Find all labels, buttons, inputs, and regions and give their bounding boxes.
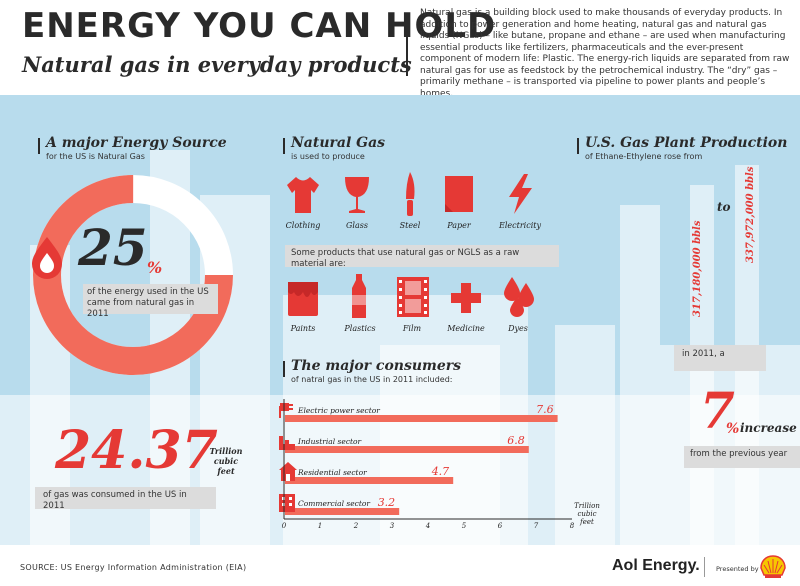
increase-word: increase xyxy=(740,421,797,435)
category-label: Industrial sector xyxy=(297,437,362,446)
footer: SOURCE: US Energy Information Administra… xyxy=(0,545,800,586)
plant-production-subheading: of Ethane-Ethylene rose from xyxy=(585,152,703,161)
skyline-block xyxy=(380,345,500,545)
energy-source-subheading: for the US is Natural Gas xyxy=(46,152,145,161)
bar-commercial-sector xyxy=(285,508,400,515)
footer-divider xyxy=(704,557,705,577)
x-tick-label: 0 xyxy=(282,522,287,530)
value-label: 6.8 xyxy=(507,434,525,447)
category-label: Electric power sector xyxy=(297,406,380,415)
produce-label-steel: Steel xyxy=(399,221,421,230)
bar-electric-power-sector xyxy=(285,415,558,422)
dye-drops-icon xyxy=(504,277,534,317)
production-to-word: to xyxy=(717,200,731,214)
consumed-unit: Trillion cubic feet xyxy=(209,446,243,476)
intro-text: Natural gas is a building block used to … xyxy=(420,8,790,99)
product-label-dyes: Dyes xyxy=(508,324,528,333)
plastic-bottle-icon xyxy=(352,274,366,318)
x-tick-label: 4 xyxy=(425,522,430,530)
shirt-icon xyxy=(287,177,319,213)
x-tick-label: 8 xyxy=(570,522,575,530)
produce-label-glass: Glass xyxy=(346,221,368,230)
product-label-medicine: Medicine xyxy=(447,324,485,333)
office-building-icon xyxy=(279,494,295,512)
x-tick-label: 1 xyxy=(318,522,322,530)
product-label-film: Film xyxy=(402,324,422,333)
header: ENERGY YOU CAN HOLD Natural gas in every… xyxy=(0,0,800,99)
presented-by-label: Presented by xyxy=(716,565,759,573)
product-label-paints: Paints xyxy=(290,324,316,333)
page-subtitle: Natural gas in everyday products xyxy=(22,52,412,77)
paint-can-icon xyxy=(288,282,318,316)
plant-production-heading: U.S. Gas Plant Production xyxy=(585,135,788,151)
increase-desc: from the previous year xyxy=(684,446,800,468)
x-tick-label: 5 xyxy=(462,522,467,530)
medical-cross-icon xyxy=(451,283,481,313)
consumers-bar-chart: Electric power sector 7.6 Industrial secto… xyxy=(279,399,600,530)
flame-icon xyxy=(32,237,62,279)
bars-layer: Electric power sector 7.6 Industrial secto… xyxy=(285,403,558,515)
value-label: 4.7 xyxy=(431,465,450,478)
consumed-value: 24.37 xyxy=(55,420,218,481)
section-marker xyxy=(283,361,285,377)
lightning-icon xyxy=(509,174,532,214)
source-note: SOURCE: US Energy Information Administra… xyxy=(20,563,247,572)
skyline-block xyxy=(660,345,800,545)
consumers-subheading: of natral gas in the US in 2011 included… xyxy=(291,375,453,384)
section-marker xyxy=(283,138,285,154)
shell-logo xyxy=(760,555,786,578)
x-tick-label: 3 xyxy=(390,522,395,530)
energy-percent: 25 xyxy=(78,218,148,277)
produce-label-paper: Paper xyxy=(447,221,471,230)
paper-icon xyxy=(445,176,473,212)
section-marker xyxy=(577,138,579,154)
ticks-layer: 0 1 2 3 4 5 6 7 8 xyxy=(282,522,575,530)
section-marker xyxy=(38,138,40,154)
value-label: 3.2 xyxy=(378,496,396,509)
production-to-value: 337,972,000 bbls xyxy=(745,166,756,263)
category-label: Residential sector xyxy=(297,468,367,477)
infographic-main: A major Energy Source for the US is Natu… xyxy=(0,95,800,545)
aol-energy-logo: Aol Energy. xyxy=(612,557,700,574)
bar-industrial-sector xyxy=(285,446,529,453)
value-label: 7.6 xyxy=(536,403,554,416)
increase-percent-sign: % xyxy=(726,421,740,437)
consumed-desc: of gas was consumed in the US in 2011 xyxy=(35,487,216,511)
natural-gas-heading: Natural Gas xyxy=(291,135,386,151)
chart-x-axis-label: Trillion cubic feet xyxy=(574,502,600,526)
x-tick-label: 2 xyxy=(353,522,359,530)
wine-glass-icon xyxy=(345,177,369,213)
energy-percent-sign: % xyxy=(147,258,163,277)
bar-residential-sector xyxy=(285,477,454,484)
produce-label-electricity: Electricity xyxy=(499,221,541,230)
x-tick-label: 7 xyxy=(534,522,539,530)
consumers-heading: The major consumers xyxy=(291,358,461,374)
energy-share-desc: of the energy used in the US came from n… xyxy=(83,284,218,319)
x-tick-label: 6 xyxy=(498,522,503,530)
produce-label-clothing: Clothing xyxy=(285,221,321,230)
knife-icon xyxy=(406,172,415,216)
category-label: Commercial sector xyxy=(298,499,370,508)
page-title: ENERGY YOU CAN HOLD xyxy=(22,6,497,46)
skyline-tower xyxy=(620,205,660,545)
film-strip-icon xyxy=(397,277,429,317)
product-label-plastics: Plastics xyxy=(344,324,376,333)
products-intro: Some products that use natural gas or NG… xyxy=(285,245,559,269)
increase-value: 7 xyxy=(700,381,735,440)
house-icon xyxy=(279,462,297,481)
production-from-value: 317,180,000 bbls xyxy=(692,220,703,317)
factory-icon xyxy=(279,436,295,450)
skyline-tower xyxy=(555,325,615,545)
header-divider xyxy=(406,14,408,76)
natural-gas-subheading: is used to produce xyxy=(291,152,365,161)
energy-source-heading: A major Energy Source xyxy=(46,135,227,151)
production-year-text: in 2011, a xyxy=(674,345,766,371)
